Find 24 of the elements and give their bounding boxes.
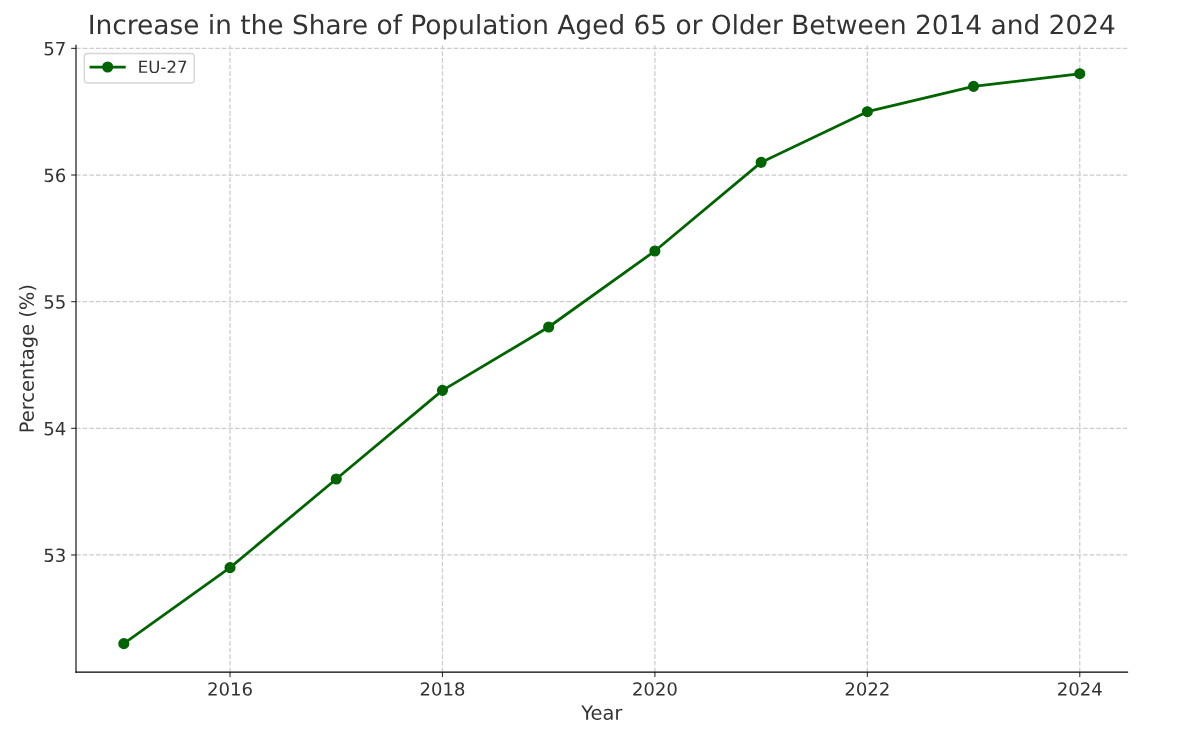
- x-tick-label: 2016: [208, 682, 252, 696]
- chart-title: Increase in the Share of Population Aged 65 or Older Between 2014 and 2024: [90, 14, 1115, 40]
- y-tick-label: 57: [44, 42, 65, 56]
- point: [755, 156, 767, 168]
- x-tick-label: 2024: [1058, 682, 1102, 696]
- x-tick-label: 2018: [420, 682, 465, 696]
- y-axis-title: Percentage (%): [18, 285, 38, 432]
- point: [649, 245, 661, 257]
- y-tick-label: 56: [44, 168, 66, 183]
- y-tick-label: 54: [44, 422, 66, 436]
- x-tick-label: 2022: [845, 682, 889, 696]
- point: [224, 562, 236, 574]
- point: [968, 80, 980, 92]
- point: [330, 473, 342, 485]
- legend-label: EU-27: [139, 60, 187, 74]
- x-tick-label: 2020: [633, 682, 677, 696]
- y-tick-label: 55: [44, 295, 65, 309]
- x-axis-title: Year: [581, 705, 623, 720]
- point: [436, 384, 449, 396]
- point: [118, 638, 130, 650]
- y-tick-label: 53: [44, 548, 65, 563]
- point: [1074, 68, 1086, 80]
- point: [543, 321, 555, 333]
- point: [861, 106, 873, 118]
